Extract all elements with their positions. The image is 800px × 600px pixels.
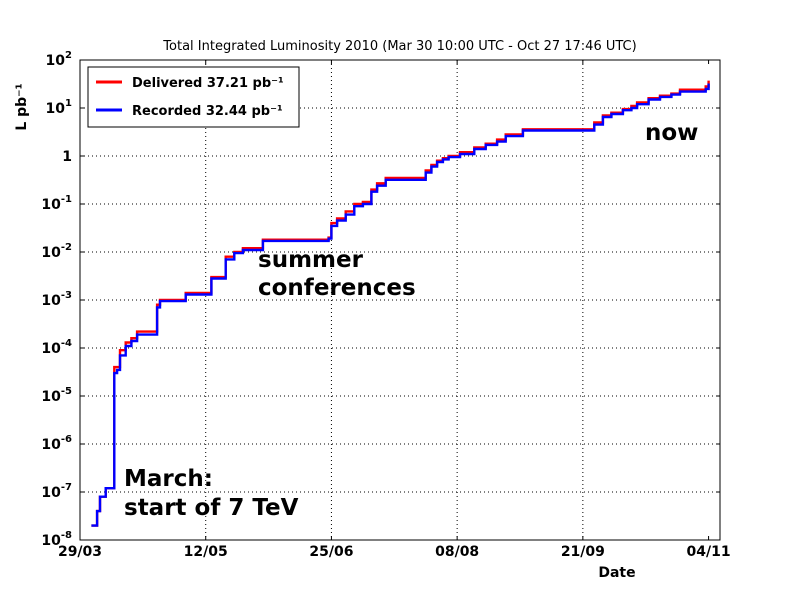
y-tick-label: 10-3: [41, 290, 72, 309]
y-tick-label: 10-5: [41, 386, 72, 405]
annotation-now: now: [645, 120, 698, 146]
annotation-march-line-1: March:: [124, 466, 213, 492]
y-tick-label: 10-8: [41, 530, 72, 549]
y-tick-label: 101: [46, 98, 72, 117]
series-line-recorded: [91, 83, 710, 527]
y-tick-label: 10-4: [41, 338, 72, 357]
legend-label-delivered: Delivered 37.21 pb⁻¹: [132, 76, 284, 91]
legend-box: [87, 66, 300, 128]
y-tick-label: 1: [62, 149, 72, 165]
annotation-summer: summer conferences: [258, 247, 416, 301]
annotation-march-line-2: start of 7 TeV: [124, 495, 299, 521]
annotation-now-line-1: now: [645, 120, 698, 146]
x-tick-label: 29/03: [58, 544, 102, 560]
grid: [80, 60, 720, 540]
annotation-summer-line-2: conferences: [258, 275, 416, 301]
y-tick-label: 10-1: [41, 194, 72, 213]
y-tick-label: 10-7: [41, 482, 72, 501]
y-axis-label: L pb⁻¹: [14, 83, 30, 130]
annotation-summer-line-1: summer: [258, 247, 364, 273]
x-tick-label: 04/11: [687, 544, 731, 560]
x-tick-label: 21/09: [561, 544, 605, 560]
chart-title: Total Integrated Luminosity 2010 (Mar 30…: [162, 39, 636, 54]
x-axis-label: Date: [598, 565, 635, 581]
x-tick-label: 25/06: [309, 544, 353, 560]
y-tick-label: 10-6: [41, 434, 72, 453]
legend: Delivered 37.21 pb⁻¹ Recorded 32.44 pb⁻¹: [87, 66, 300, 128]
x-tick-label: 08/08: [435, 544, 479, 560]
annotation-march: March: start of 7 TeV: [124, 466, 299, 521]
series-line-delivered: [91, 80, 710, 527]
y-tick-label: 10-2: [41, 242, 72, 261]
legend-label-recorded: Recorded 32.44 pb⁻¹: [132, 104, 283, 119]
y-tick-label: 102: [46, 50, 72, 69]
x-tick-label: 12/05: [184, 544, 228, 560]
series-lines: [91, 80, 710, 527]
axis-ticks: 29/03 12/05 25/06 08/08 21/09 04/11 10-8 10-7 10…: [41, 50, 730, 560]
